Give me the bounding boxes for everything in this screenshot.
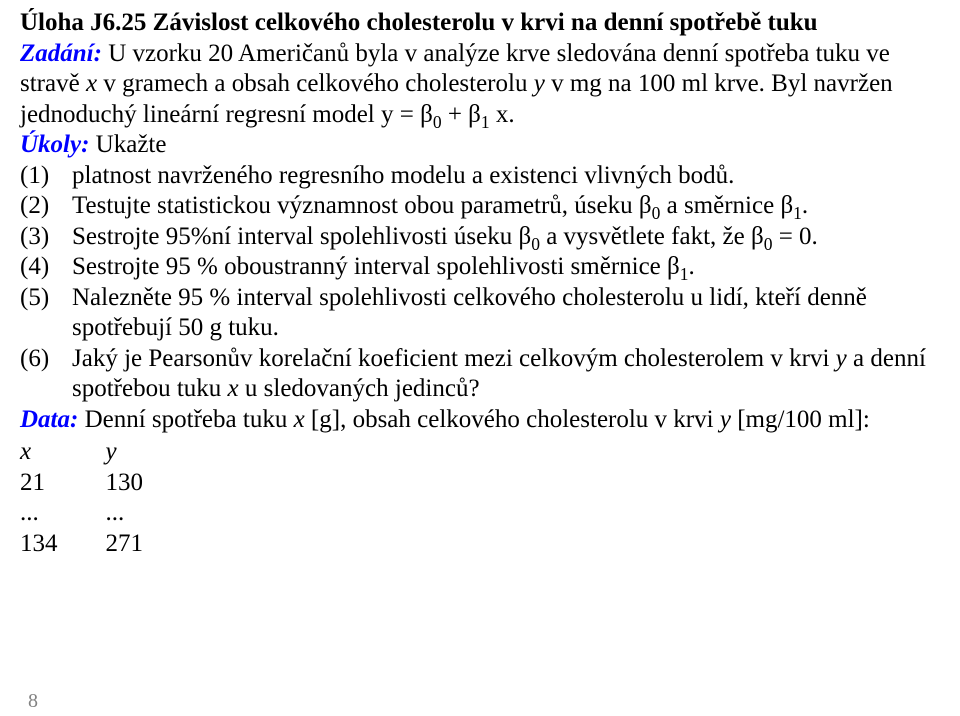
- data-text-1: Denní spotřeba tuku: [78, 406, 293, 433]
- t3c: = 0.: [772, 223, 817, 250]
- cell-y: 130: [106, 468, 192, 499]
- cell-y: ...: [106, 498, 192, 529]
- task-num: (3): [20, 222, 72, 253]
- sub-0: 0: [531, 234, 540, 254]
- col-y-header: y: [106, 437, 192, 468]
- ukoly-label: Úkoly:: [20, 131, 89, 158]
- data-heading: Data: Denní spotřeba tuku x [g], obsah c…: [20, 405, 940, 436]
- t6c: u sledovaných jedinců?: [239, 375, 480, 402]
- sub-1: 1: [481, 112, 490, 132]
- t3a: Sestrojte 95%ní interval spolehlivosti ú…: [72, 223, 531, 250]
- task-text: Testujte statistickou významnost obou pa…: [72, 191, 940, 222]
- t3b: a vysvětlete fakt, že β: [540, 223, 764, 250]
- t4b: .: [689, 253, 695, 280]
- title-prefix: Úloha J6.: [20, 9, 121, 36]
- task-text: Sestrojte 95 % oboustranný interval spol…: [72, 252, 940, 283]
- task-2: (2) Testujte statistickou významnost obo…: [20, 191, 940, 222]
- task-text: Jaký je Pearsonův korelační koeficient m…: [72, 344, 940, 405]
- title-text: 25 Závislost celkového cholesterolu v kr…: [121, 9, 817, 36]
- zadani-text-4: + β: [442, 101, 481, 128]
- table-row: ... ...: [20, 498, 191, 529]
- task-text: Sestrojte 95%ní interval spolehlivosti ú…: [72, 222, 940, 253]
- ukoly-heading: Úkoly: Ukažte: [20, 130, 940, 161]
- t2b: a směrnice β: [660, 192, 793, 219]
- task-num: (5): [20, 283, 72, 344]
- task-6: (6) Jaký je Pearsonův korelační koeficie…: [20, 344, 940, 405]
- col-x-header: x: [20, 437, 106, 468]
- t6a: Jaký je Pearsonův korelační koeficient m…: [72, 345, 836, 372]
- zadani-label: Zadání:: [20, 40, 102, 67]
- var-y: y: [534, 70, 545, 97]
- tasks-list: (1) platnost navrženého regresního model…: [20, 161, 940, 405]
- document-page: Úloha J6.25 Závislost celkového choleste…: [0, 0, 960, 559]
- cell-y: 271: [106, 529, 192, 560]
- zadani-block: Zadání: U vzorku 20 Američanů byla v ana…: [20, 39, 940, 131]
- cell-x: ...: [20, 498, 106, 529]
- task-num: (1): [20, 161, 72, 192]
- cell-x: 21: [20, 468, 106, 499]
- var-x: x: [228, 375, 239, 402]
- exercise-title: Úloha J6.25 Závislost celkového choleste…: [20, 8, 940, 39]
- t4a: Sestrojte 95 % oboustranný interval spol…: [72, 253, 680, 280]
- data-label: Data:: [20, 406, 78, 433]
- cell-x: 134: [20, 529, 106, 560]
- data-table: x y 21 130 ... ... 134 271: [20, 437, 191, 559]
- zadani-text-2: v gramech a obsah celkového cholesterolu: [97, 70, 534, 97]
- t2a: Testujte statistickou významnost obou pa…: [72, 192, 652, 219]
- var-y: y: [720, 406, 731, 433]
- var-x: x: [86, 70, 97, 97]
- task-5: (5) Nalezněte 95 % interval spolehlivost…: [20, 283, 940, 344]
- sub-1: 1: [793, 203, 802, 223]
- var-y: y: [836, 345, 847, 372]
- task-num: (6): [20, 344, 72, 405]
- ukoly-lead: Ukažte: [89, 131, 166, 158]
- table-row: 134 271: [20, 529, 191, 560]
- task-text: platnost navrženého regresního modelu a …: [72, 161, 940, 192]
- sub-1: 1: [680, 264, 689, 284]
- table-header-row: x y: [20, 437, 191, 468]
- table-row: 21 130: [20, 468, 191, 499]
- page-number: 8: [28, 690, 38, 713]
- t2c: .: [802, 192, 808, 219]
- task-text: Nalezněte 95 % interval spolehlivosti ce…: [72, 283, 940, 344]
- data-text-3: [mg/100 ml]:: [731, 406, 870, 433]
- task-3: (3) Sestrojte 95%ní interval spolehlivos…: [20, 222, 940, 253]
- task-num: (4): [20, 252, 72, 283]
- task-4: (4) Sestrojte 95 % oboustranný interval …: [20, 252, 940, 283]
- zadani-text-5: x.: [490, 101, 515, 128]
- task-1: (1) platnost navrženého regresního model…: [20, 161, 940, 192]
- data-text-2: [g], obsah celkového cholesterolu v krvi: [305, 406, 720, 433]
- var-x: x: [294, 406, 305, 433]
- task-num: (2): [20, 191, 72, 222]
- sub-0: 0: [433, 112, 442, 132]
